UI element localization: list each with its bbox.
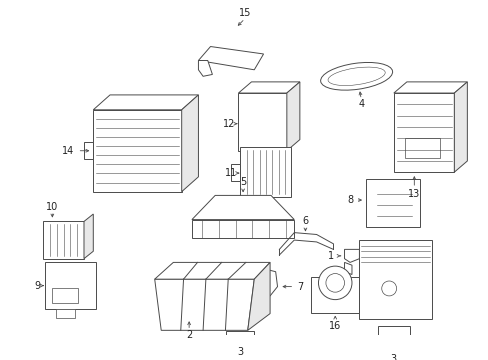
Ellipse shape — [320, 62, 392, 90]
Text: 11: 11 — [224, 168, 237, 178]
Polygon shape — [191, 195, 294, 220]
Polygon shape — [286, 82, 299, 151]
Text: 15: 15 — [238, 8, 251, 18]
Bar — [238, 93, 286, 151]
Text: 10: 10 — [46, 202, 59, 212]
Circle shape — [381, 281, 396, 296]
Text: 16: 16 — [328, 321, 341, 331]
Bar — [191, 220, 294, 238]
Text: 3: 3 — [390, 354, 396, 360]
Text: 2: 2 — [185, 330, 192, 340]
Bar — [365, 179, 419, 227]
Bar — [43, 221, 84, 259]
Polygon shape — [344, 262, 351, 274]
Polygon shape — [453, 82, 467, 172]
Bar — [359, 240, 431, 319]
Text: 8: 8 — [346, 195, 352, 205]
Text: 1: 1 — [328, 251, 334, 261]
Polygon shape — [245, 268, 277, 298]
Bar — [52, 288, 78, 303]
Bar — [253, 275, 268, 290]
Bar — [377, 326, 409, 346]
Polygon shape — [154, 279, 254, 330]
Ellipse shape — [327, 67, 385, 86]
Bar — [84, 142, 93, 159]
Polygon shape — [154, 262, 269, 279]
Text: 6: 6 — [302, 216, 308, 226]
Bar — [226, 331, 254, 348]
Polygon shape — [247, 262, 269, 330]
Text: 3: 3 — [237, 347, 243, 357]
Bar — [404, 138, 440, 158]
Bar — [310, 277, 359, 312]
Text: 14: 14 — [62, 146, 74, 156]
Polygon shape — [182, 95, 198, 192]
Bar — [93, 110, 182, 192]
Polygon shape — [84, 214, 93, 259]
Bar — [393, 93, 453, 172]
Polygon shape — [93, 95, 198, 110]
Text: 13: 13 — [407, 189, 420, 199]
Polygon shape — [198, 46, 263, 70]
Text: 7: 7 — [297, 282, 304, 292]
Circle shape — [318, 266, 351, 300]
Text: 5: 5 — [240, 177, 246, 187]
Text: 12: 12 — [223, 119, 235, 129]
Polygon shape — [238, 82, 299, 93]
Bar — [240, 147, 291, 197]
Polygon shape — [393, 82, 467, 93]
Text: 9: 9 — [34, 281, 41, 291]
Polygon shape — [198, 60, 212, 76]
Bar — [45, 262, 96, 309]
Bar — [56, 309, 75, 318]
Polygon shape — [344, 249, 359, 262]
Text: 4: 4 — [358, 99, 364, 109]
Bar — [230, 164, 240, 180]
Circle shape — [325, 274, 344, 292]
